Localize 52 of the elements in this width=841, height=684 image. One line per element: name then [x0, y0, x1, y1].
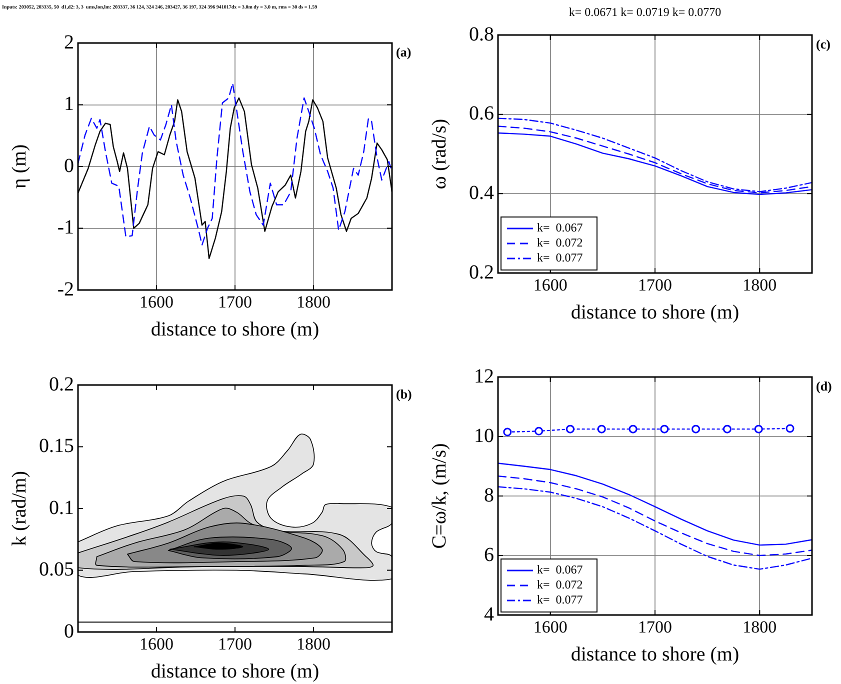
x-tick-label: 1800	[742, 618, 777, 637]
x-axis-title: distance to shore (m)	[150, 660, 320, 682]
legend-label: k= 0.072	[537, 236, 583, 250]
x-tick-label: 1600	[140, 292, 174, 312]
x-tick-label: 1700	[218, 292, 252, 312]
x-tick-label: 1800	[296, 292, 330, 312]
x-tick-label: 1600	[533, 276, 568, 295]
y-tick-label: 0.2	[469, 261, 494, 284]
line-series	[78, 82, 392, 246]
y-axis-title: C=ω/k, (m/s)	[428, 443, 450, 549]
y-tick-label: 0.05	[39, 558, 74, 580]
y-axis-title: ω (rad/s)	[428, 118, 450, 190]
y-tick-label: 12	[474, 365, 494, 388]
chart-title: k= 0.0671 k= 0.0719 k= 0.0770	[568, 5, 722, 20]
y-axis-title: η (m)	[8, 144, 30, 189]
y-axis-title: k (rad/m)	[8, 471, 30, 546]
y-tick-label: -1	[57, 216, 74, 238]
y-tick-label: 0	[64, 620, 74, 642]
y-tick-label: 0.1	[49, 496, 74, 519]
legend-label: k= 0.067	[537, 220, 583, 235]
text: (b)	[396, 386, 412, 402]
legend-label: k= 0.077	[537, 250, 583, 265]
y-tick-label: 0.6	[469, 102, 494, 125]
legend-label: k= 0.072	[537, 578, 583, 592]
y-tick-label: 2	[64, 31, 74, 54]
y-tick-label: 0.4	[469, 182, 494, 204]
y-tick-label: 10	[474, 424, 494, 447]
y-tick-label: 4	[484, 603, 494, 626]
x-tick-label: 1800	[742, 276, 777, 295]
x-axis-title: distance to shore (m)	[150, 318, 320, 340]
y-tick-label: 0	[64, 154, 74, 177]
x-axis-title: distance to shore (m)	[570, 643, 740, 666]
y-tick-label: 6	[484, 544, 494, 566]
text: (d)	[816, 378, 832, 394]
x-tick-label: 1700	[638, 276, 672, 295]
y-tick-label: 0.8	[469, 23, 494, 46]
text: (c)	[816, 36, 830, 52]
y-tick-label: 0.15	[39, 435, 74, 457]
y-tick-label: 1	[64, 93, 74, 115]
line-series	[498, 475, 812, 556]
x-tick-label: 1700	[638, 618, 672, 637]
y-tick-label: 8	[484, 484, 494, 506]
y-tick-label: 0.2	[49, 373, 74, 396]
x-tick-label: 1600	[140, 634, 174, 654]
x-axis-title: distance to shore (m)	[570, 301, 740, 324]
x-tick-label: 1700	[218, 634, 252, 654]
legend-label: k= 0.067	[537, 562, 583, 577]
y-tick-label: -2	[57, 278, 74, 300]
legend-label: k= 0.077	[537, 592, 583, 607]
x-tick-label: 1800	[296, 634, 330, 654]
x-tick-label: 1600	[533, 618, 568, 637]
text: (a)	[396, 44, 412, 60]
